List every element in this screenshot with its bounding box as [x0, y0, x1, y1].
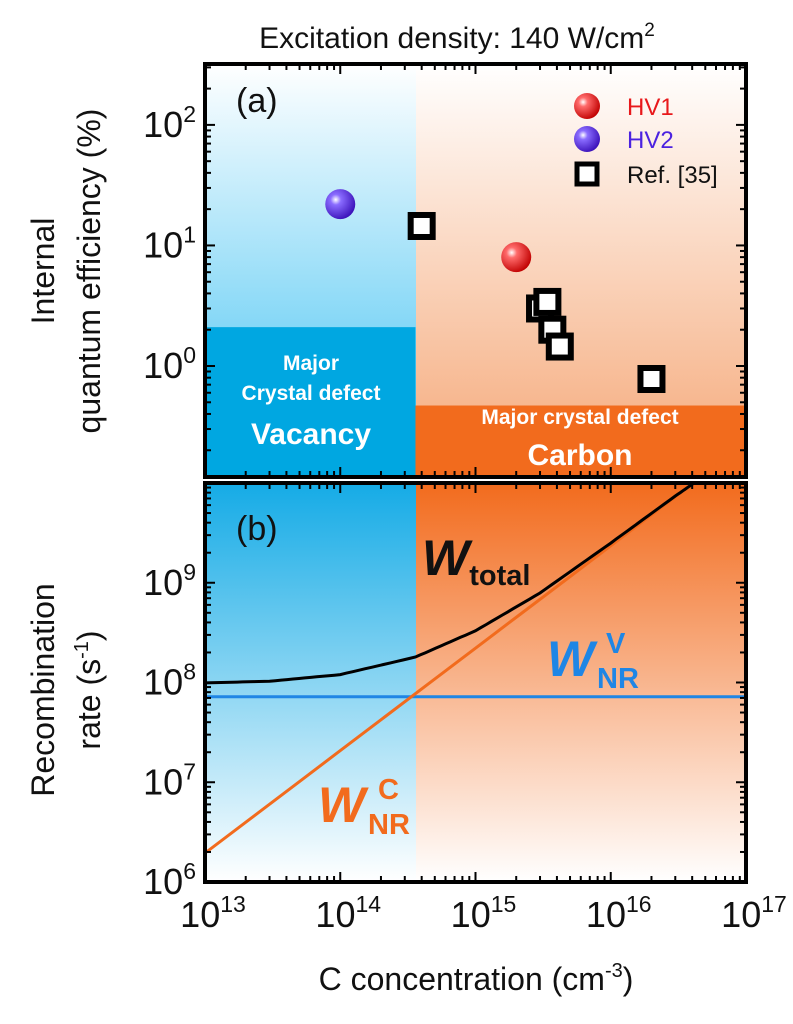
y-tick-label-a-2: 102: [143, 101, 196, 145]
panel-b-lines: [205, 483, 746, 855]
panel-b-frame: [203, 481, 748, 884]
y-axis-label-a-line1: Internal: [25, 218, 61, 325]
y-tick-label-b-2: 108: [143, 659, 196, 703]
point-hv2-0: [325, 189, 356, 220]
x-axis-label: C concentration (cm-3): [319, 960, 634, 997]
w-nr-c-label: WNRC: [318, 774, 410, 841]
panel-a-data-points: [325, 189, 666, 394]
w-total-label: Wtotal: [422, 530, 530, 592]
y-tick-label-a-0: 100: [143, 342, 196, 386]
legend-ref35-marker: [574, 161, 600, 187]
legend-hv1-label: HV1: [627, 94, 674, 121]
x-tick-label-2: 1015: [451, 891, 517, 935]
carbon-label-line2: Carbon: [528, 439, 633, 472]
y-tick-label-b-0: 106: [143, 858, 196, 902]
legend-hv1-marker: [574, 93, 600, 119]
x-tick-labels: 1013 1014 1015 1016 1017: [180, 891, 787, 935]
x-tick-label-3: 1016: [586, 891, 652, 935]
legend-hv2-marker: [574, 126, 600, 152]
y-axis-label-a-line2: quantum efficiency (%): [71, 109, 107, 434]
panel-a-frame: [203, 62, 748, 479]
panel-a: Major Crystal defect Vacancy Major cryst…: [143, 62, 748, 479]
y-axis-label-b-line1: Recombination: [25, 583, 61, 796]
figure-header: Excitation density: 140 W/cm2: [259, 20, 655, 55]
vacancy-label-line1: Major: [283, 352, 339, 375]
y-axis-label-b-line2: rate (s-1): [71, 630, 107, 749]
panel-a-legend: HV1 HV2 Ref. [35]: [574, 93, 718, 189]
point-ref35-4: [545, 332, 574, 361]
vacancy-label-line2: Crystal defect: [242, 382, 381, 405]
panel-a-label: (a): [236, 82, 278, 120]
vacancy-region-box: [205, 327, 416, 477]
legend-hv2-label: HV2: [627, 127, 674, 154]
point-ref35-5: [637, 365, 666, 394]
x-tick-label-0: 1013: [180, 891, 246, 935]
panel-b-label: (b): [236, 510, 278, 548]
carbon-region-box: [415, 405, 746, 477]
point-hv1-0: [501, 242, 532, 273]
x-tick-label-1: 1014: [315, 891, 381, 935]
y-tick-label-b-3: 109: [143, 559, 196, 603]
legend-ref35-label: Ref. [35]: [627, 162, 718, 189]
point-ref35-2: [533, 287, 562, 316]
y-tick-label-b-1: 107: [143, 758, 196, 802]
carbon-label-line1: Major crystal defect: [481, 406, 678, 429]
carbon-zone-gradient-b: [416, 483, 746, 882]
panel-b: 106 107 108 109 1013 1014 1015 1016 1017 (b) Wt…: [143, 481, 787, 935]
vacancy-label-line3: Vacancy: [251, 418, 371, 451]
panel-a-y-tick-labels: 100 101 102: [143, 101, 196, 386]
w-total-line: [205, 483, 697, 685]
point-ref35-0: [407, 211, 436, 240]
y-tick-label-a-1: 101: [143, 221, 196, 265]
w-nr-v-label: WNRV: [547, 628, 639, 695]
x-tick-label-4: 1017: [721, 891, 787, 935]
panel-b-y-tick-labels: 106 107 108 109: [143, 559, 196, 902]
